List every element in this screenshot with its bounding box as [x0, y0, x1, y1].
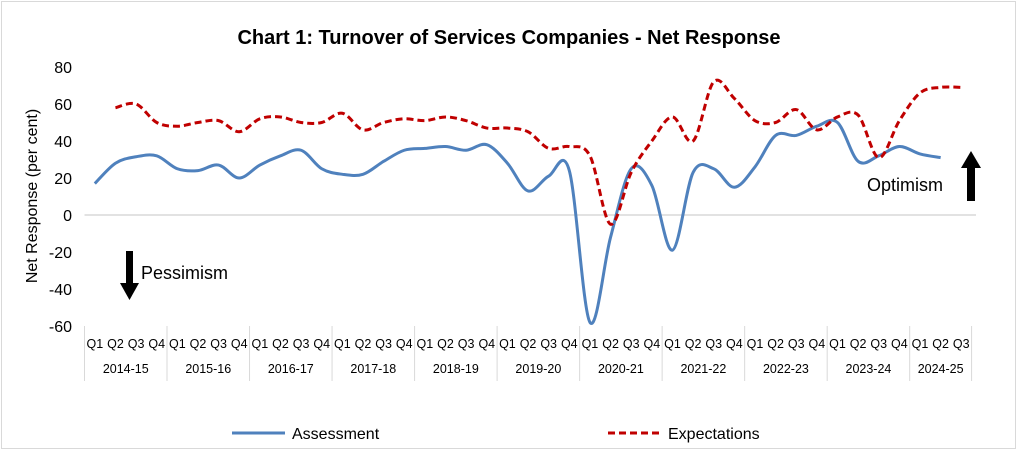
x-tick-quarter: Q4	[726, 337, 743, 351]
x-tick-quarter: Q3	[458, 337, 475, 351]
x-tick-quarter: Q4	[891, 337, 908, 351]
x-tick-quarter: Q4	[643, 337, 660, 351]
x-tick-quarter: Q3	[705, 337, 722, 351]
x-tick-quarter: Q1	[912, 337, 929, 351]
x-tick-quarter: Q4	[313, 337, 330, 351]
x-tick-quarter: Q2	[107, 337, 124, 351]
x-tick-quarter: Q2	[272, 337, 289, 351]
pessimism-arrow-icon	[120, 251, 139, 300]
pessimism-label: Pessimism	[141, 263, 228, 283]
x-tick-quarter: Q2	[850, 337, 867, 351]
x-tick-quarter: Q1	[747, 337, 764, 351]
legend-assessment-label: Assessment	[292, 426, 380, 443]
x-tick-quarter: Q1	[499, 337, 516, 351]
x-tick-quarter: Q2	[932, 337, 949, 351]
x-tick-quarter: Q1	[417, 337, 434, 351]
x-tick-quarter: Q2	[190, 337, 207, 351]
series-line-expectations	[115, 78, 962, 226]
y-tick-label: 20	[54, 171, 72, 188]
x-tick-year: 2020-21	[598, 362, 644, 376]
x-tick-quarter: Q1	[664, 337, 681, 351]
y-tick-label: -20	[49, 245, 72, 262]
optimism-label: Optimism	[867, 175, 943, 195]
x-tick-quarter: Q3	[788, 337, 805, 351]
x-tick-quarter: Q3	[623, 337, 640, 351]
legend-expectations-label: Expectations	[668, 426, 760, 443]
y-tick-label: 80	[54, 60, 72, 77]
y-axis-label: Net Response (per cent)	[24, 109, 41, 283]
x-tick-quarter: Q2	[520, 337, 537, 351]
y-tick-label: 60	[54, 97, 72, 114]
x-tick-year: 2014-15	[103, 362, 149, 376]
x-tick-quarter: Q3	[540, 337, 557, 351]
x-tick-year: 2015-16	[185, 362, 231, 376]
x-tick-quarter: Q4	[561, 337, 578, 351]
x-tick-quarter: Q2	[685, 337, 702, 351]
y-tick-label: -60	[49, 319, 72, 336]
x-tick-quarter: Q3	[293, 337, 310, 351]
x-tick-quarter: Q2	[602, 337, 619, 351]
x-tick-year: 2022-23	[763, 362, 809, 376]
x-tick-quarter: Q4	[231, 337, 248, 351]
legend: Assessment Expectations	[232, 426, 760, 443]
x-tick-quarter: Q3	[375, 337, 392, 351]
x-tick-quarter: Q3	[128, 337, 145, 351]
x-tick-quarter: Q2	[437, 337, 454, 351]
x-tick-quarter: Q1	[582, 337, 599, 351]
x-tick-quarter: Q1	[169, 337, 186, 351]
y-tick-label: 0	[63, 208, 72, 225]
x-tick-quarter: Q3	[953, 337, 970, 351]
x-tick-year: 2016-17	[268, 362, 314, 376]
x-tick-year: 2019-20	[515, 362, 561, 376]
x-tick-year: 2018-19	[433, 362, 479, 376]
x-tick-year: 2023-24	[846, 362, 892, 376]
x-tick-quarter: Q1	[829, 337, 846, 351]
x-tick-quarter: Q4	[478, 337, 495, 351]
x-tick-quarter: Q4	[809, 337, 826, 351]
x-tick-quarter: Q1	[334, 337, 351, 351]
optimism-arrow-icon	[961, 151, 981, 201]
x-tick-quarter: Q2	[355, 337, 372, 351]
x-tick-quarter: Q3	[210, 337, 227, 351]
series-line-assessment	[93, 118, 941, 325]
x-tick-year: 2024-25	[918, 362, 964, 376]
x-tick-year: 2017-18	[350, 362, 396, 376]
x-tick-quarter: Q3	[870, 337, 887, 351]
x-tick-quarter: Q4	[148, 337, 165, 351]
x-tick-quarter: Q2	[767, 337, 784, 351]
x-tick-year: 2021-22	[680, 362, 726, 376]
chart-title: Chart 1: Turnover of Services Companies …	[237, 27, 780, 49]
y-tick-label: -40	[49, 282, 72, 299]
x-tick-quarter: Q1	[252, 337, 269, 351]
x-tick-quarter: Q1	[86, 337, 103, 351]
x-tick-quarter: Q4	[396, 337, 413, 351]
y-tick-label: 40	[54, 134, 72, 151]
